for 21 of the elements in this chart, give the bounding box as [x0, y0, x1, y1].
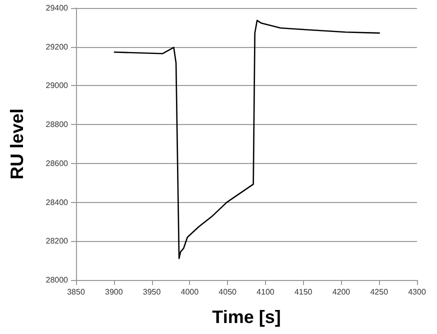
- y-tick-label: 28600: [46, 158, 69, 168]
- y-tick-label: 29200: [46, 42, 69, 52]
- x-tick-label: 3900: [104, 288, 124, 296]
- y-tick-label: 28800: [46, 120, 69, 130]
- y-tick-label: 28000: [46, 276, 69, 284]
- x-tick-label: 3950: [142, 288, 162, 296]
- y-tick-label: 28200: [46, 236, 69, 246]
- x-tick-label: 4300: [408, 288, 426, 296]
- line-series: [113, 20, 381, 260]
- x-tick-label: 4250: [370, 288, 389, 296]
- y-axis-title: RU level: [7, 108, 27, 180]
- y-tick-label: 29400: [46, 4, 69, 12]
- x-tick-label: 3850: [67, 288, 86, 296]
- x-tick-label: 4050: [218, 288, 238, 296]
- x-axis-title: Time [s]: [212, 307, 281, 327]
- x-tick-label: 4000: [180, 288, 200, 296]
- x-tick-label: 4200: [332, 288, 351, 296]
- y-tick-label: 29000: [46, 81, 69, 90]
- x-tick-label: 4100: [256, 288, 275, 296]
- x-tick-label: 4150: [294, 288, 313, 296]
- y-tick-label: 28400: [46, 198, 69, 207]
